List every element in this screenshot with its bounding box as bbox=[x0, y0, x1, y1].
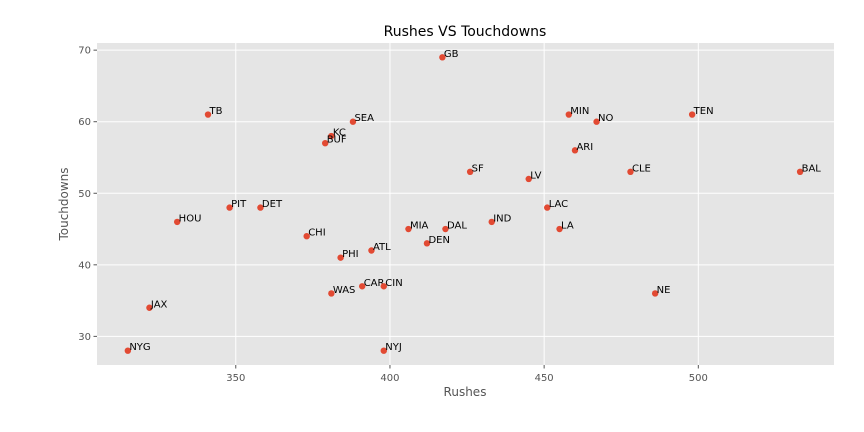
point-label: PHI bbox=[342, 249, 359, 260]
point-label: PIT bbox=[231, 199, 247, 210]
point-label: LAC bbox=[549, 199, 568, 210]
y-tick-label: 30 bbox=[78, 332, 91, 343]
data-point bbox=[349, 118, 357, 125]
y-axis-label: Touchdowns bbox=[57, 167, 71, 241]
point-label: NYG bbox=[129, 342, 150, 353]
point-label: SF bbox=[472, 163, 484, 174]
data-point bbox=[525, 175, 532, 183]
data-point bbox=[303, 233, 310, 240]
point-label: SEA bbox=[354, 113, 374, 124]
data-point bbox=[651, 290, 659, 297]
data-point bbox=[571, 147, 579, 154]
point-label: KC bbox=[333, 128, 346, 139]
data-point bbox=[796, 168, 804, 175]
data-point bbox=[204, 111, 212, 118]
y-tick-label: 70 bbox=[78, 46, 91, 57]
x-axis-ticks: 350 400 450 500 bbox=[226, 365, 708, 384]
data-point bbox=[226, 204, 233, 211]
point-label: TB bbox=[209, 106, 223, 117]
point-label: ATL bbox=[373, 242, 391, 253]
point-label: CAR bbox=[364, 278, 385, 289]
data-point bbox=[328, 290, 335, 297]
data-point bbox=[173, 218, 181, 226]
plot-area bbox=[97, 43, 834, 365]
chart-title: Rushes VS Touchdowns bbox=[384, 24, 547, 40]
point-label: IND bbox=[493, 213, 511, 224]
point-label: WAS bbox=[333, 285, 356, 296]
point-label: TEN bbox=[693, 106, 714, 117]
grid-lines bbox=[97, 43, 834, 365]
data-point bbox=[380, 347, 387, 354]
point-label: MIA bbox=[410, 221, 429, 232]
point-label: DET bbox=[262, 199, 283, 210]
point-label: JAX bbox=[150, 299, 168, 310]
x-tick-label: 500 bbox=[689, 373, 708, 384]
point-label: CIN bbox=[385, 278, 402, 289]
point-label: LA bbox=[561, 221, 574, 232]
point-label: HOU bbox=[179, 213, 202, 224]
data-point bbox=[565, 111, 573, 118]
point-label: LV bbox=[530, 170, 541, 181]
point-label: CLE bbox=[632, 163, 651, 174]
data-point bbox=[423, 240, 431, 247]
data-point bbox=[337, 254, 344, 261]
data-point bbox=[442, 225, 449, 233]
y-tick-label: 40 bbox=[78, 260, 91, 271]
point-label: BAL bbox=[802, 163, 822, 174]
data-point bbox=[688, 111, 696, 118]
point-label: CHI bbox=[308, 228, 325, 239]
data-point bbox=[593, 118, 600, 125]
x-tick-label: 350 bbox=[226, 373, 245, 384]
data-point bbox=[439, 54, 446, 61]
data-point bbox=[368, 247, 375, 254]
data-point bbox=[257, 204, 264, 211]
data-point bbox=[321, 139, 329, 147]
data-point bbox=[124, 347, 132, 354]
data-point bbox=[627, 168, 634, 175]
point-label: BUF bbox=[327, 135, 347, 146]
data-point bbox=[466, 168, 474, 175]
point-label: ARI bbox=[576, 142, 593, 153]
data-point bbox=[380, 283, 387, 290]
y-axis-ticks: 30 40 50 60 70 bbox=[78, 46, 97, 343]
point-label: NE bbox=[657, 285, 671, 296]
x-tick-label: 400 bbox=[380, 373, 399, 384]
data-point bbox=[544, 204, 551, 211]
point-label: MIN bbox=[570, 106, 589, 117]
point-label: DAL bbox=[447, 221, 467, 232]
point-label: NO bbox=[598, 113, 613, 124]
data-point bbox=[405, 225, 412, 233]
x-tick-label: 450 bbox=[535, 373, 554, 384]
point-label: NYJ bbox=[385, 342, 402, 353]
point-label: DEN bbox=[428, 235, 450, 246]
data-point bbox=[556, 225, 563, 233]
data-point bbox=[146, 304, 153, 311]
y-tick-label: 50 bbox=[78, 189, 91, 200]
x-axis-label: Rushes bbox=[444, 385, 487, 399]
data-point bbox=[358, 283, 366, 290]
y-tick-label: 60 bbox=[78, 117, 91, 128]
data-point bbox=[328, 132, 335, 140]
data-point bbox=[488, 218, 495, 226]
point-label: GB bbox=[444, 49, 459, 60]
